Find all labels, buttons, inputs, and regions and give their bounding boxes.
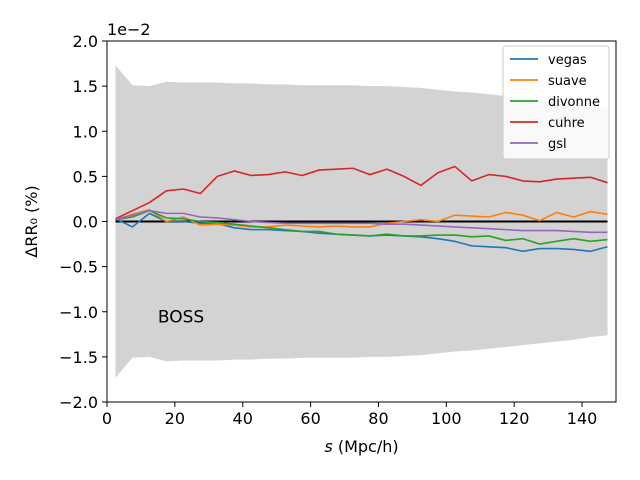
legend-label-suave: suave [548, 74, 587, 89]
y-tick-label: 1.0 [73, 122, 98, 141]
legend-box [502, 45, 610, 160]
y-axis-ticks: −2.0 −1.5 −1.0 −0.5 0.0 0.5 1.0 1.5 2.0 [59, 32, 107, 412]
series-line-gsl [115, 209, 608, 234]
series-line-divonne [115, 209, 608, 245]
y-offset-text: 1e−2 [107, 20, 151, 39]
dataset-annotation: BOSS [158, 308, 204, 328]
x-axis-ticks: 0 20 40 60 80 100 120 140 [102, 402, 597, 428]
series-line-suave [115, 208, 608, 228]
x-tick-label: 100 [431, 409, 462, 428]
x-axis-label-variable: s [324, 437, 332, 456]
legend-label-gsl: gsl [548, 137, 567, 152]
y-tick-label: 0.5 [73, 167, 98, 186]
y-tick-label: −1.0 [59, 303, 98, 322]
legend-label-vegas: vegas [548, 53, 587, 68]
x-tick-label: 20 [165, 409, 185, 428]
y-tick-label: −1.5 [59, 348, 98, 367]
legend: vegas suave divonne cuhre gsl [502, 45, 610, 160]
y-tick-label: −2.0 [59, 393, 98, 412]
x-tick-label: 0 [102, 409, 112, 428]
series-line-cuhre [115, 165, 608, 220]
x-tick-label: 140 [567, 409, 598, 428]
x-axis-label: s (Mpc/h) [324, 437, 398, 456]
x-tick-label: 40 [233, 409, 253, 428]
x-tick-label: 80 [368, 409, 388, 428]
y-tick-label: 0.0 [73, 213, 98, 232]
legend-label-cuhre: cuhre [548, 116, 585, 131]
legend-label-divonne: divonne [548, 95, 600, 110]
x-axis-label-units: (Mpc/h) [333, 437, 399, 456]
x-tick-label: 120 [499, 409, 530, 428]
y-axis-label: ΔRR₀ (%) [22, 185, 41, 257]
x-tick-label: 60 [300, 409, 320, 428]
y-tick-label: 1.5 [73, 77, 98, 96]
series-layer [115, 165, 608, 253]
y-tick-label: −0.5 [59, 258, 98, 277]
y-tick-label: 2.0 [73, 32, 98, 51]
